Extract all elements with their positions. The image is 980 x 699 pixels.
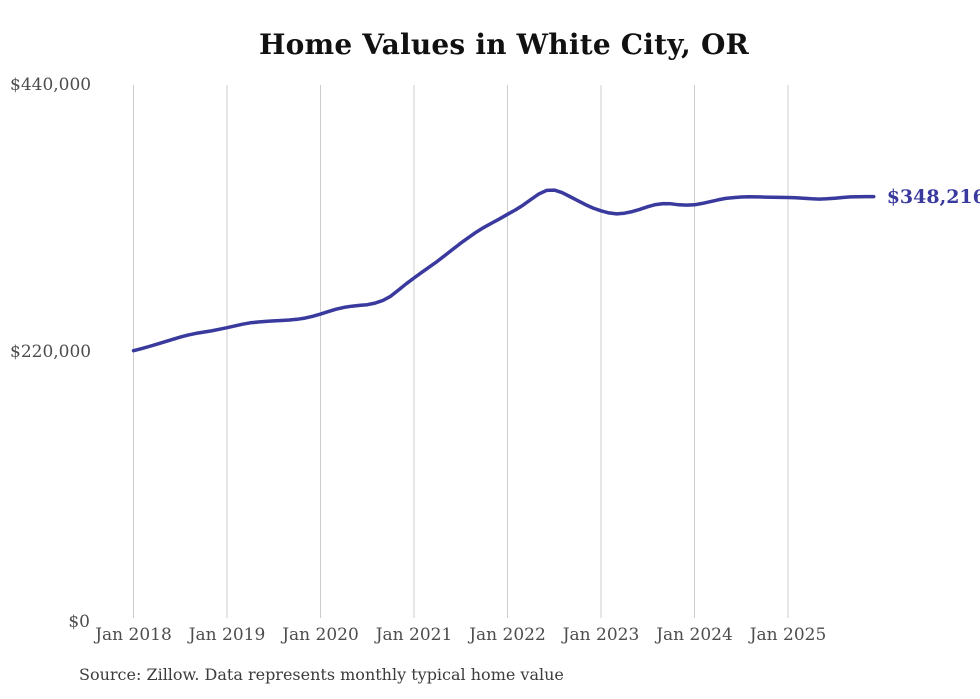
x-axis-label: Jan 2018 <box>95 625 172 645</box>
home-value-line <box>131 188 876 353</box>
chart-title: Home Values in White City, OR <box>258 28 750 61</box>
y-axis-label-0: $0 <box>68 612 90 632</box>
latest-value-label: $348,216 <box>886 185 980 208</box>
x-axis-label: Jan 2024 <box>656 625 733 645</box>
x-axis-label: Jan 2022 <box>469 625 546 645</box>
gridlines <box>133 85 789 618</box>
x-axis-label: Jan 2020 <box>282 625 359 645</box>
source-note: Source: Zillow. Data represents monthly … <box>79 665 564 684</box>
value-line-group <box>131 188 876 353</box>
x-axis-label: Jan 2023 <box>562 625 640 645</box>
x-axis-label: Jan 2025 <box>749 625 827 645</box>
y-axis-label-220000: $220,000 <box>10 342 92 362</box>
x-axis-label: Jan 2021 <box>375 625 453 645</box>
y-axis-label-440000: $440,000 <box>10 75 92 95</box>
x-axis-label: Jan 2019 <box>188 625 266 645</box>
